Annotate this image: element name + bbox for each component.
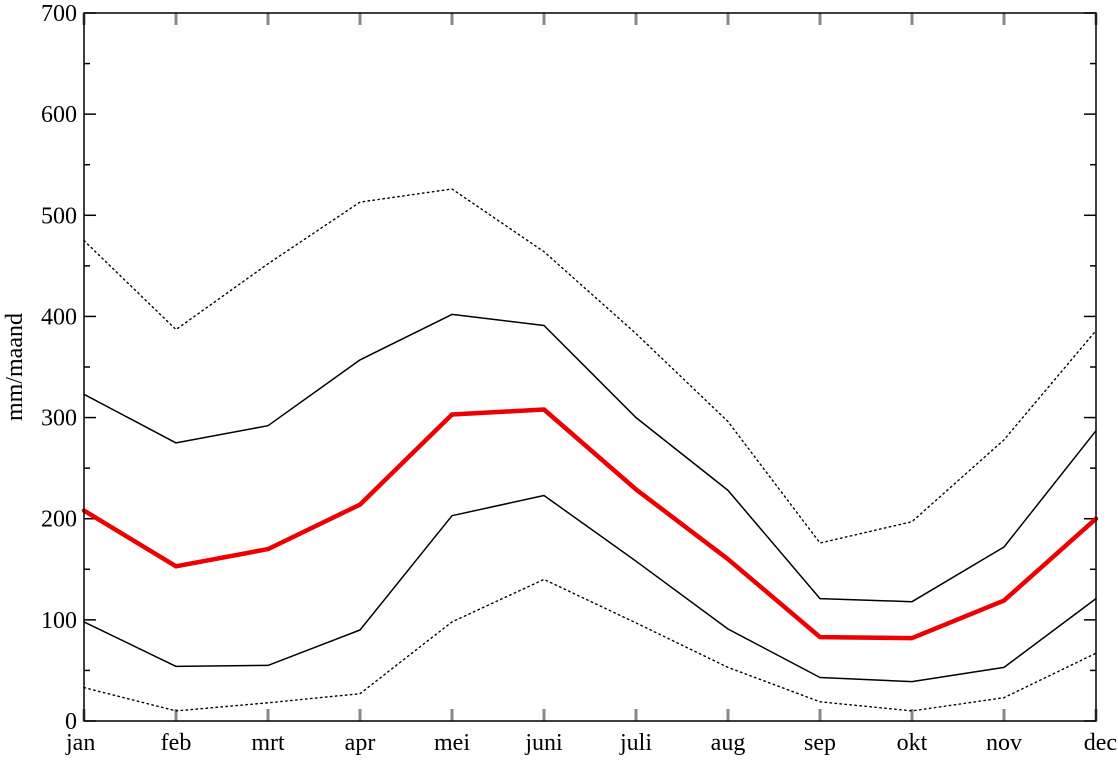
y-tick-label: 200 <box>41 507 77 533</box>
y-tick-label: 600 <box>41 102 77 128</box>
y-tick-label: 400 <box>41 304 77 330</box>
x-tick-label: juni <box>524 730 563 756</box>
y-tick-labels: 0 100 200 300 400 500 600 700 <box>41 1 77 735</box>
x-tick-label: nov <box>986 730 1022 756</box>
series-lines <box>81 188 1099 712</box>
plot-frame <box>83 12 1097 722</box>
y-tick-label: 500 <box>41 203 77 229</box>
x-tick-label: feb <box>161 730 192 756</box>
x-tick-label: mrt <box>251 730 285 756</box>
series-line-1 <box>83 188 1097 544</box>
y-tick-label: 700 <box>41 1 77 27</box>
y-axis-label: mm/maand <box>2 313 28 421</box>
x-tick-label: sep <box>804 730 836 756</box>
series-line-2 <box>83 313 1097 603</box>
x-tick-label: dec <box>1084 730 1117 756</box>
x-tick-label: aug <box>711 730 746 756</box>
minor-ticks <box>84 62 1096 672</box>
x-tick-label: okt <box>897 730 928 756</box>
y-tick-label: 100 <box>41 608 77 634</box>
y-tick-label: 300 <box>41 406 77 432</box>
x-tick-labels: jan feb mrt apr mei juni juli aug sep okt nov dec <box>65 730 1117 756</box>
x-tick-label: mei <box>434 730 470 756</box>
x-tick-label: jan <box>65 730 95 756</box>
series-line-4 <box>83 494 1097 683</box>
series-line-3 <box>81 407 1099 641</box>
plot-area <box>81 12 1099 722</box>
major-ticks <box>82 12 1098 722</box>
series-line-5 <box>83 578 1097 712</box>
x-tick-label: juli <box>619 730 652 756</box>
y-tick-label: 0 <box>65 709 77 735</box>
x-tick-label: apr <box>345 730 376 756</box>
